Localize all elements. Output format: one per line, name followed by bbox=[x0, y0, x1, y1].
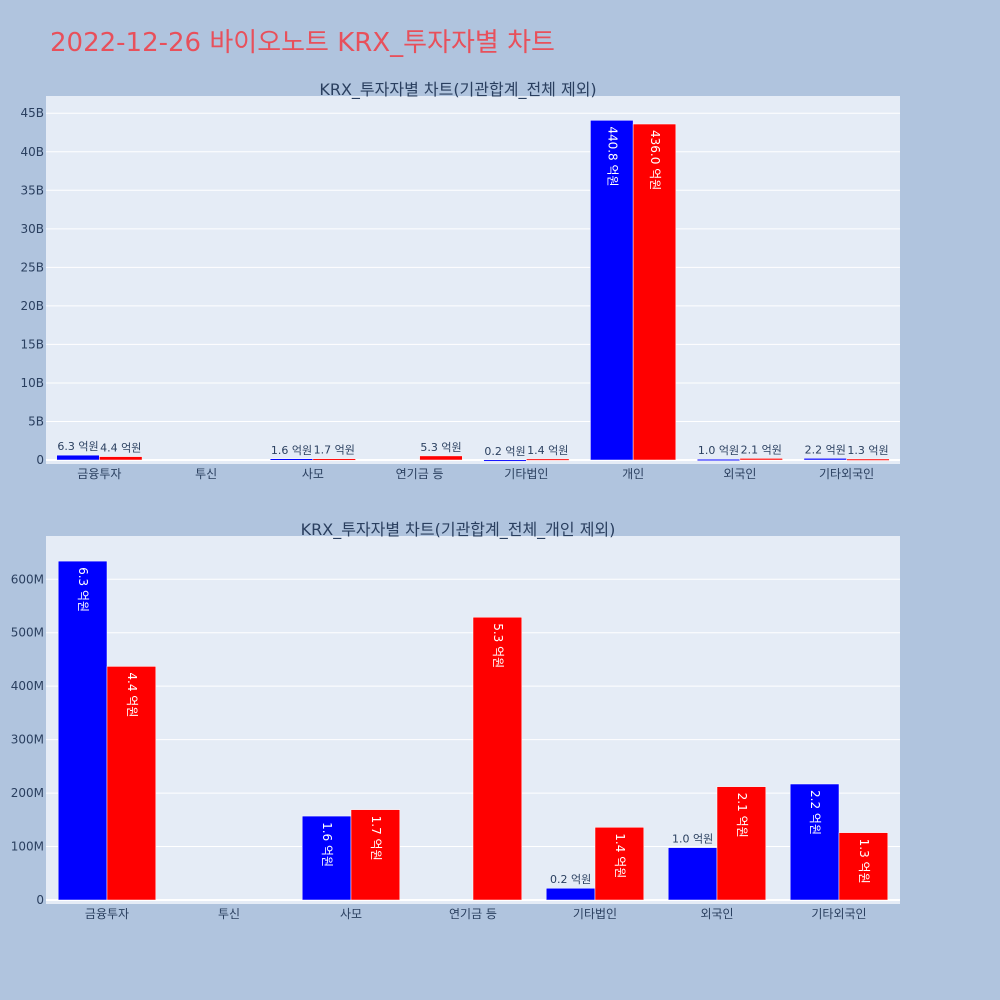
plot-area bbox=[46, 96, 900, 464]
x-tick-label: 연기금 등 bbox=[449, 907, 497, 921]
bar bbox=[590, 120, 634, 461]
y-tick-label: 100M bbox=[11, 840, 44, 854]
x-tick-label: 기타법인 bbox=[504, 467, 548, 481]
bar-value-label: 440.8 억원 bbox=[605, 126, 619, 186]
bar bbox=[667, 847, 718, 901]
x-tick-label: 기타법인 bbox=[573, 907, 617, 921]
bar-value-label: 1.4 억원 bbox=[613, 833, 627, 878]
x-tick-label: 외국인 bbox=[723, 467, 756, 481]
x-tick-label: 투신 bbox=[218, 907, 240, 921]
bar bbox=[739, 458, 783, 461]
bar-value-label: 1.3 억원 bbox=[857, 839, 871, 884]
bar-value-label: 1.7 억원 bbox=[369, 816, 383, 861]
bar bbox=[594, 827, 645, 901]
x-tick-label: 개인 bbox=[622, 467, 644, 481]
y-tick-label: 5B bbox=[28, 414, 44, 428]
bar-value-label: 4.4 억원 bbox=[100, 442, 141, 455]
bar bbox=[632, 123, 677, 461]
bar-value-label: 1.0 억원 bbox=[672, 833, 713, 846]
bar-value-label: 2.1 억원 bbox=[735, 793, 749, 838]
bar-value-label: 1.0 억원 bbox=[698, 444, 739, 457]
bar-value-label: 1.3 억원 bbox=[847, 444, 888, 457]
y-tick-label: 40B bbox=[20, 145, 44, 159]
bar-value-label: 5.3 억원 bbox=[491, 623, 505, 668]
y-tick-label: 45B bbox=[20, 106, 44, 120]
bar-value-label: 0.2 억원 bbox=[550, 873, 591, 886]
x-tick-label: 금융투자 bbox=[85, 907, 129, 921]
x-tick-label: 외국인 bbox=[700, 907, 733, 921]
bar bbox=[803, 458, 847, 461]
bar-value-label: 4.4 억원 bbox=[125, 672, 139, 717]
y-tick-label: 35B bbox=[20, 183, 44, 197]
bar bbox=[526, 458, 570, 461]
bar bbox=[696, 458, 741, 461]
bar-value-label: 436.0 억원 bbox=[648, 130, 662, 190]
x-tick-label: 기타외국인 bbox=[819, 467, 874, 481]
bar bbox=[269, 458, 314, 461]
bar bbox=[472, 616, 523, 901]
y-tick-label: 30B bbox=[20, 222, 44, 236]
y-tick-label: 500M bbox=[11, 626, 44, 640]
y-tick-label: 10B bbox=[20, 376, 44, 390]
bar bbox=[56, 454, 100, 461]
y-tick-label: 25B bbox=[20, 260, 44, 274]
bar-value-label: 0.2 억원 bbox=[484, 445, 525, 458]
bar bbox=[106, 666, 157, 901]
bar-value-label: 2.2 억원 bbox=[805, 443, 846, 456]
bar bbox=[350, 809, 401, 901]
bar-value-label: 6.3 억원 bbox=[76, 567, 90, 612]
bar-value-label: 1.6 억원 bbox=[271, 444, 312, 457]
bar bbox=[419, 455, 463, 461]
y-tick-label: 400M bbox=[11, 679, 44, 693]
chart-title: KRX_투자자별 차트(기관합계_전체_개인 제외) bbox=[301, 520, 616, 540]
bar bbox=[838, 832, 889, 901]
bar bbox=[57, 560, 108, 901]
bar-value-label: 5.3 억원 bbox=[420, 441, 461, 454]
bar bbox=[312, 458, 356, 461]
x-tick-label: 사모 bbox=[340, 907, 362, 921]
x-tick-label: 투신 bbox=[195, 467, 217, 481]
x-tick-label: 금융투자 bbox=[77, 467, 121, 481]
bar bbox=[545, 887, 596, 901]
bar-value-label: 1.6 억원 bbox=[320, 822, 334, 867]
page-title: 2022-12-26 바이오노트 KRX_투자자별 차트 bbox=[50, 28, 555, 58]
chart-title: KRX_투자자별 차트(기관합계_전체 제외) bbox=[319, 80, 596, 100]
y-tick-label: 0 bbox=[36, 893, 44, 907]
y-tick-label: 600M bbox=[11, 572, 44, 586]
y-tick-label: 20B bbox=[20, 299, 44, 313]
bar bbox=[846, 458, 890, 461]
bar bbox=[789, 783, 840, 901]
bar bbox=[301, 815, 352, 901]
bar bbox=[483, 459, 527, 462]
bar-value-label: 1.4 억원 bbox=[527, 444, 568, 457]
bar-value-label: 2.1 억원 bbox=[741, 443, 782, 456]
bar bbox=[99, 456, 143, 461]
bar-value-label: 2.2 억원 bbox=[808, 790, 822, 835]
y-tick-label: 15B bbox=[20, 337, 44, 351]
bar-value-label: 1.7 억원 bbox=[314, 444, 355, 457]
x-tick-label: 연기금 등 bbox=[396, 467, 444, 481]
y-tick-label: 300M bbox=[11, 733, 44, 747]
y-tick-label: 0 bbox=[36, 453, 44, 467]
x-tick-label: 사모 bbox=[302, 467, 324, 481]
x-tick-label: 기타외국인 bbox=[811, 907, 866, 921]
bar-value-label: 6.3 억원 bbox=[57, 440, 98, 453]
bar bbox=[716, 786, 767, 901]
y-tick-label: 200M bbox=[11, 786, 44, 800]
